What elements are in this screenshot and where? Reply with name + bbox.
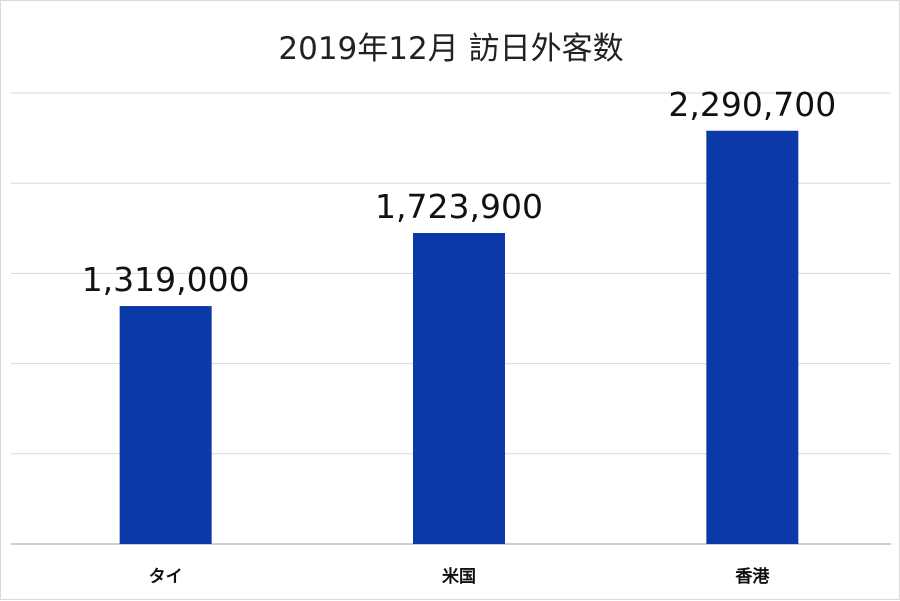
- chart-title: 2019年12月 訪日外客数: [278, 31, 623, 67]
- category-label: タイ: [149, 567, 183, 587]
- bar: [119, 306, 212, 544]
- category-label: 米国: [442, 566, 476, 587]
- category-labels: タイ 米国 香港: [149, 566, 771, 587]
- category-label: 香港: [735, 566, 770, 587]
- data-label: 1,723,900: [375, 187, 543, 226]
- bars: [119, 130, 799, 545]
- data-label: 2,290,700: [668, 85, 836, 124]
- bar: [413, 233, 505, 545]
- data-label: 1,319,000: [82, 260, 250, 299]
- value-labels: 1,319,000 1,723,900 2,290,700: [82, 85, 837, 299]
- bar: [706, 130, 799, 544]
